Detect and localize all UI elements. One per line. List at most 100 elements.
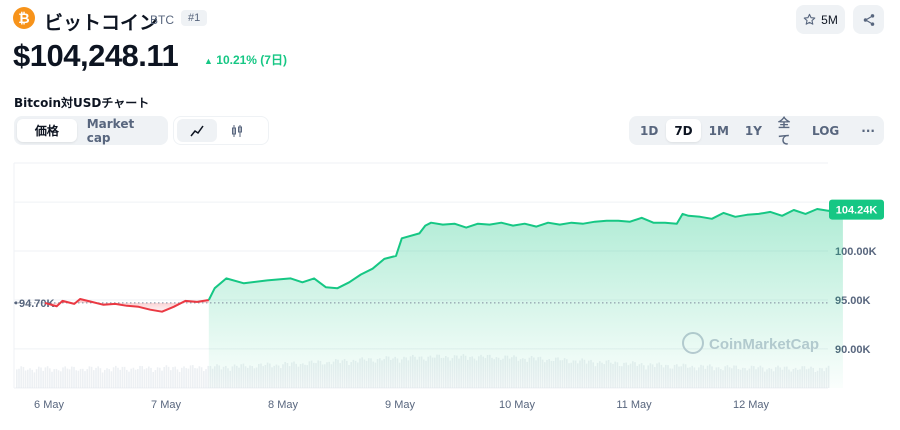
volume-bar [66, 368, 69, 388]
data-point [301, 281, 303, 283]
data-point [348, 281, 350, 283]
data-point [559, 224, 561, 226]
volume-bar [73, 366, 75, 388]
data-point [313, 277, 315, 279]
volume-bar [163, 366, 165, 388]
volume-bar [38, 366, 40, 388]
volume-bar [178, 371, 181, 388]
volume-bar [165, 365, 168, 388]
data-point [56, 305, 58, 307]
volume-bar [203, 371, 205, 388]
share-button[interactable] [853, 5, 884, 34]
volume-bar [18, 368, 20, 388]
data-point [196, 301, 198, 303]
data-point [114, 303, 116, 305]
volume-bar [192, 365, 194, 388]
volume-bar [161, 370, 163, 388]
chart-type-switch: 価格 Market cap [14, 116, 168, 145]
data-point [781, 215, 783, 217]
x-tick-label: 12 May [733, 399, 770, 411]
volume-bar [159, 367, 161, 388]
price-line-up [207, 202, 844, 301]
time-range-switch: 1D 7D 1M 1Y 全て LOG ··· [629, 115, 884, 147]
data-point [442, 224, 444, 226]
volume-bar [128, 371, 130, 388]
data-point [418, 232, 420, 234]
log-scale-toggle[interactable]: LOG [811, 123, 840, 138]
range-7d[interactable]: 7D [666, 119, 701, 142]
volume-bar [104, 369, 106, 388]
volume-bar [123, 366, 126, 388]
data-point [547, 222, 549, 224]
volume-bar [51, 371, 53, 388]
data-point [103, 304, 105, 306]
data-point [225, 277, 227, 279]
data-point [682, 213, 684, 215]
range-1d[interactable]: 1D [640, 123, 659, 138]
volume-bar [200, 367, 203, 388]
tab-price[interactable]: 価格 [17, 119, 77, 142]
chart-view-switch [173, 116, 269, 145]
candlestick-toggle[interactable] [217, 119, 257, 142]
data-point [664, 222, 666, 224]
data-point [401, 237, 403, 239]
price-line-down [44, 298, 209, 313]
x-tick-label: 10 May [499, 399, 536, 411]
data-point [711, 218, 713, 220]
data-point [266, 279, 268, 281]
volume-bar [84, 371, 86, 388]
x-tick-label: 11 May [616, 399, 652, 411]
star-icon [803, 13, 816, 25]
data-point [629, 221, 631, 223]
price-chart-svg[interactable]: 100.00K95.00K90.00KCoinMarketCap94.70K10… [0, 155, 900, 425]
price-value: $104,248.11 [13, 38, 179, 73]
tab-market-cap[interactable]: Market cap [86, 116, 135, 145]
volume-bar [108, 369, 110, 388]
data-point [571, 222, 573, 224]
x-tick-label: 6 May [34, 399, 64, 411]
range-1y[interactable]: 1Y [744, 123, 762, 138]
data-point [173, 306, 175, 308]
volume-bar [40, 367, 42, 388]
more-options-button[interactable]: ··· [861, 123, 875, 138]
data-point [465, 227, 467, 229]
line-chart-toggle[interactable] [177, 119, 217, 142]
volume-bar [174, 366, 176, 388]
data-point [184, 300, 186, 302]
current-price-tag [829, 199, 884, 220]
volume-bar [35, 369, 38, 388]
x-tick-label: 9 May [385, 399, 415, 411]
y-tick-label: 90.00K [835, 344, 871, 356]
volume-bar [16, 369, 18, 388]
watchlist-button[interactable]: 5M [796, 5, 845, 34]
data-point [746, 214, 748, 216]
data-point [816, 208, 818, 210]
data-point [337, 287, 339, 289]
volume-bar [64, 366, 66, 388]
volume-bar [181, 367, 183, 388]
data-point [430, 222, 432, 224]
data-point [126, 305, 128, 307]
volume-bar [44, 367, 47, 388]
volume-bar [145, 368, 148, 388]
volume-bar [46, 366, 49, 388]
volume-bar [152, 371, 154, 388]
data-point [524, 223, 526, 225]
caret-up-icon: ▲ [204, 56, 213, 66]
data-point [606, 220, 608, 222]
price-change-text: 10.21% (7日) [216, 53, 287, 67]
volume-bar [42, 370, 44, 388]
range-1m[interactable]: 1M [708, 123, 729, 138]
data-point [500, 222, 502, 224]
volume-bar [33, 372, 36, 388]
data-point [372, 268, 374, 270]
volume-bar [86, 369, 88, 388]
volume-bar [134, 369, 137, 388]
data-point [769, 211, 771, 213]
price-chart[interactable]: 100.00K95.00K90.00KCoinMarketCap94.70K10… [0, 155, 900, 425]
volume-bar [205, 369, 207, 388]
volume-bar [20, 366, 22, 388]
volume-bar [154, 370, 157, 388]
y-tick-label: 100.00K [835, 246, 877, 258]
range-all[interactable]: 全て [777, 115, 790, 147]
